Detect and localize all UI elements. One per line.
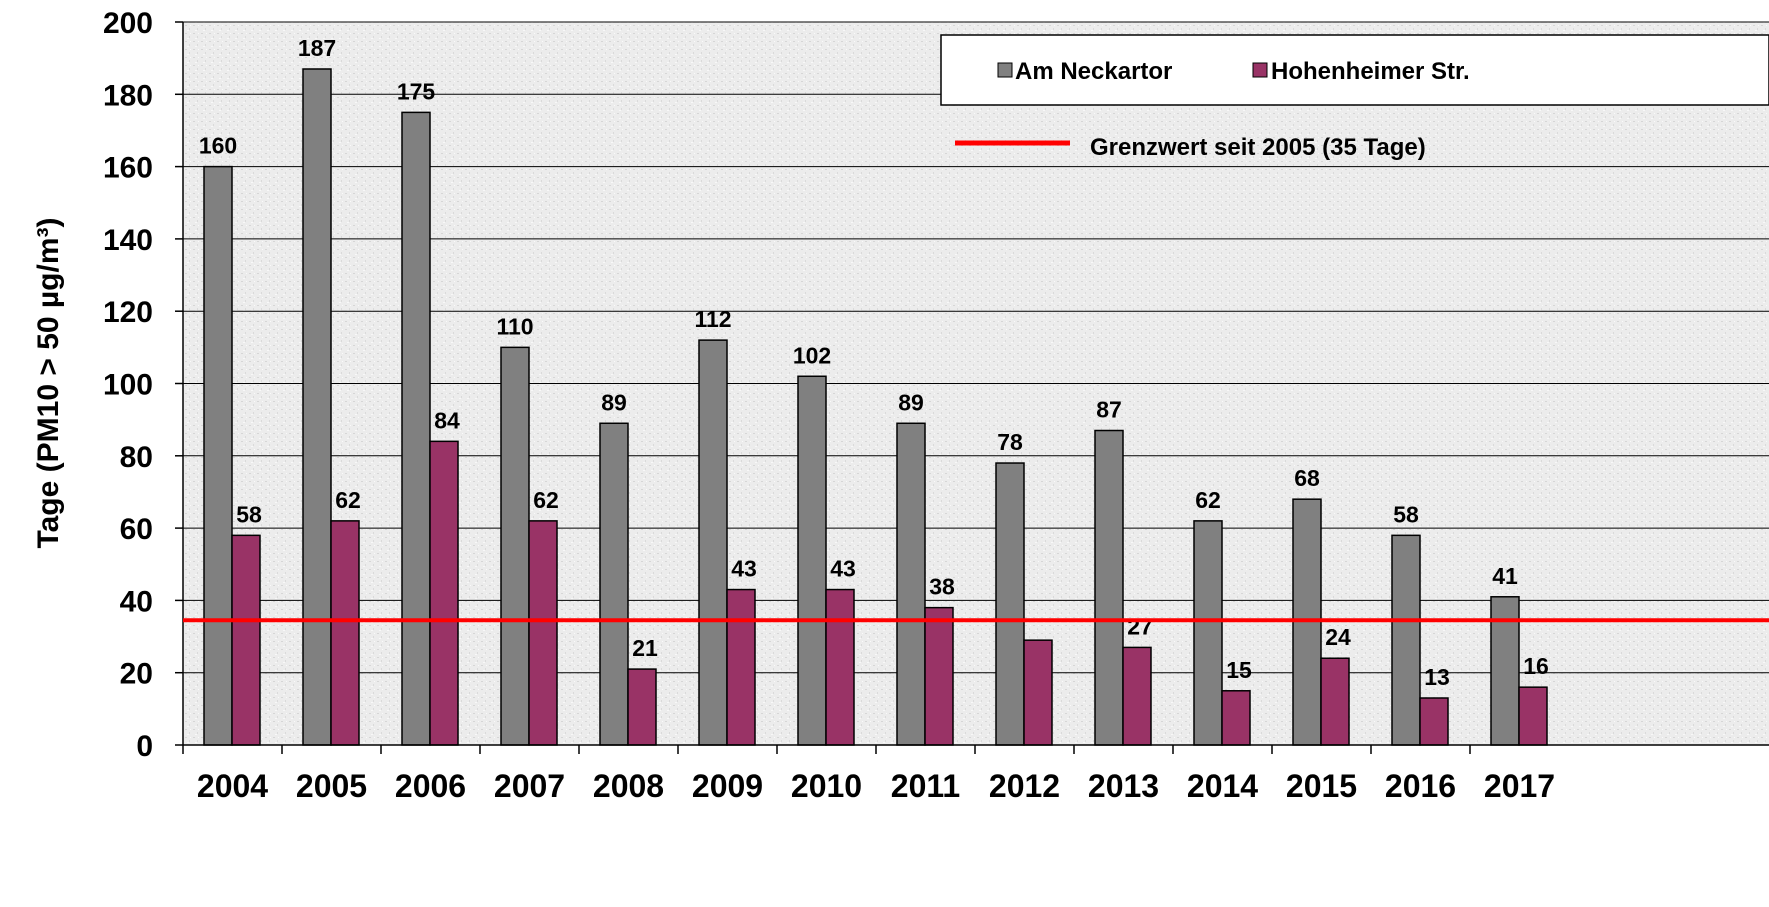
data-label: 84 [434, 407, 460, 433]
x-tick-label: 2006 [395, 768, 466, 804]
data-label: 160 [199, 133, 237, 159]
data-label: 27 [1127, 613, 1153, 639]
bar-hohenheimer [924, 606, 954, 746]
x-tick-label: 2007 [494, 768, 565, 804]
data-label: 16 [1523, 653, 1549, 679]
legend-swatch-hohenheimer [1252, 62, 1268, 78]
bar-hohenheimer [1320, 657, 1350, 746]
data-label: 13 [1424, 664, 1450, 690]
data-label: 43 [830, 556, 856, 582]
data-label: 24 [1325, 624, 1351, 650]
bar-am-neckartor [500, 346, 530, 746]
y-tick-label: 180 [103, 79, 153, 112]
bar-hohenheimer [1419, 697, 1449, 746]
x-tick-label: 2005 [296, 768, 367, 804]
y-tick-label: 100 [103, 369, 153, 402]
legend-box [940, 34, 1769, 106]
y-tick-label: 40 [120, 585, 153, 618]
y-tick-label: 160 [103, 152, 153, 185]
data-label: 58 [236, 501, 262, 527]
x-tick-label: 2013 [1088, 768, 1159, 804]
data-label: 102 [793, 342, 831, 368]
data-label: 62 [1195, 487, 1221, 513]
data-label: 21 [632, 635, 658, 661]
axes: 0 20 40 60 80 100 120 140 160 180 200 2004 2005 2006 2… [103, 7, 1769, 804]
bar-hohenheimer [1023, 639, 1053, 746]
y-axis-label: Tage (PM10 > 50 µg/m³) [32, 218, 65, 549]
bar-am-neckartor [698, 339, 728, 746]
bar-am-neckartor [1193, 520, 1223, 746]
bars [203, 68, 1548, 746]
data-label: 87 [1096, 396, 1122, 422]
x-tick-label: 2010 [791, 768, 862, 804]
data-label: 41 [1492, 563, 1518, 589]
data-label: 58 [1393, 501, 1419, 527]
data-label: 110 [496, 313, 533, 339]
data-label: 38 [929, 574, 955, 600]
y-tick-label: 140 [103, 224, 153, 257]
bar-hohenheimer [1518, 686, 1548, 746]
y-tick-label: 0 [136, 730, 153, 763]
bar-hohenheimer [330, 520, 360, 746]
y-tick-label: 20 [120, 658, 153, 691]
bar-am-neckartor [1391, 534, 1421, 746]
bar-hohenheimer [1221, 690, 1251, 746]
x-tick-label: 2012 [989, 768, 1060, 804]
x-tick-label: 2011 [891, 768, 960, 804]
bar-am-neckartor [896, 422, 926, 746]
bar-am-neckartor [995, 462, 1025, 746]
x-tick-label: 2004 [197, 768, 268, 804]
bar-am-neckartor [797, 375, 827, 746]
legend-label-hohenheimer: Hohenheimer Str. [1271, 58, 1470, 85]
bar-hohenheimer [231, 534, 261, 746]
y-tick-label: 60 [120, 513, 153, 546]
x-tick-label: 2017 [1484, 768, 1555, 804]
data-label: 62 [335, 487, 361, 513]
x-tick-label: 2009 [692, 768, 763, 804]
bar-am-neckartor [302, 68, 332, 746]
legend-swatch-am-neckartor [997, 62, 1013, 78]
legend: Am Neckartor Hohenheimer Str. [940, 34, 1769, 106]
legend-label-reference: Grenzwert seit 2005 (35 Tage) [1090, 134, 1426, 161]
data-label: 89 [601, 389, 627, 415]
data-label: 112 [694, 306, 731, 332]
data-label: 187 [298, 35, 336, 61]
data-label: 89 [898, 389, 924, 415]
x-tick-label: 2008 [593, 768, 664, 804]
x-tick-label: 2014 [1187, 768, 1258, 804]
data-label: 68 [1294, 465, 1320, 491]
bar-hohenheimer [1122, 646, 1152, 746]
y-tick-label: 120 [103, 296, 153, 329]
data-label: 175 [397, 78, 436, 104]
data-labels: 160 187 175 110 89 112 102 89 78 87 62 68 58 41 58 62 84… [199, 35, 1549, 690]
bar-am-neckartor [1094, 429, 1124, 746]
data-label: 62 [533, 487, 559, 513]
x-tick-label: 2016 [1385, 768, 1456, 804]
x-tick-label: 2015 [1286, 768, 1357, 804]
legend-label-am-neckartor: Am Neckartor [1015, 58, 1172, 85]
data-label: 43 [731, 556, 757, 582]
bar-hohenheimer [825, 588, 855, 746]
bar-am-neckartor [401, 111, 431, 746]
bar-hohenheimer [627, 668, 657, 746]
y-tick-label: 80 [120, 441, 153, 474]
bar-hohenheimer [528, 520, 558, 746]
bar-hohenheimer [429, 440, 459, 746]
bar-am-neckartor [203, 165, 233, 746]
data-label: 15 [1226, 657, 1252, 683]
data-label: 78 [997, 429, 1023, 455]
y-tick-label: 200 [103, 7, 153, 40]
bar-hohenheimer [726, 588, 756, 746]
bar-am-neckartor [599, 422, 629, 746]
